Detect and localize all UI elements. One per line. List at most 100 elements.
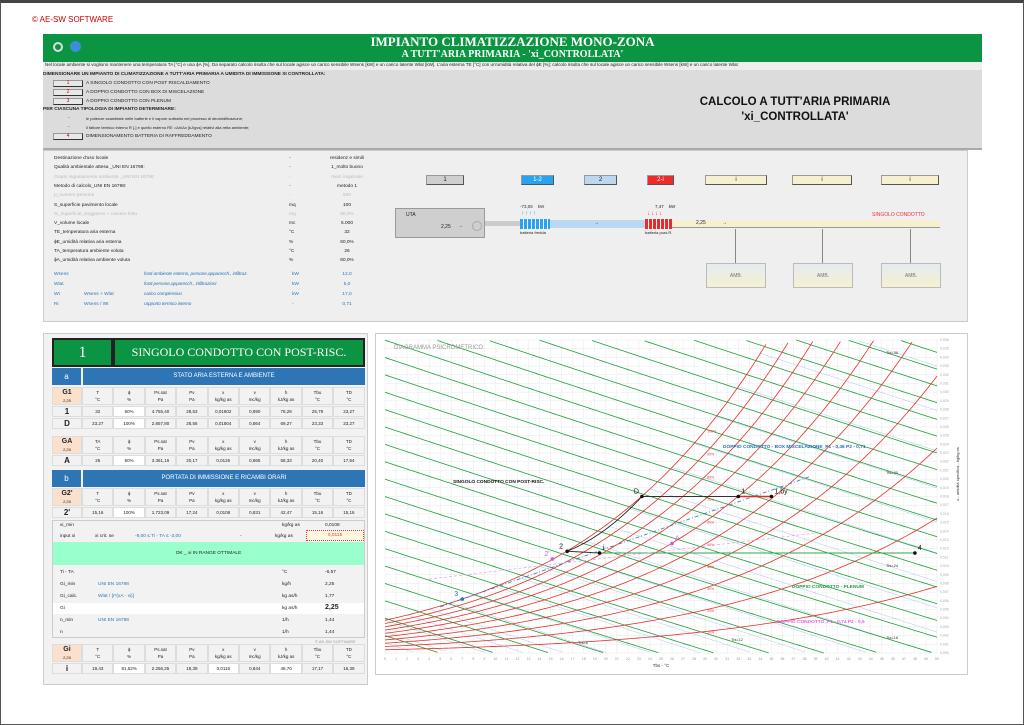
y-tick-label: 0,036 [940,338,949,342]
state-1-button[interactable]: 1 [426,175,464,185]
option-1-button[interactable]: 1 [53,80,83,87]
state-value: 0,831 [239,507,271,518]
tbu-label: Tbu-24 [886,564,898,568]
enthalpy-line [848,339,938,370]
y-tick-label: 0,011 [940,555,949,559]
state-value: 0,0108 [207,507,239,518]
tbu-label: Tbu-6 [578,641,588,645]
row-value: 1,44 [325,618,335,623]
rh-label: 100% [707,429,716,433]
y-axis-label: x - umidità specifica - kg/kg as [955,447,960,501]
option-2-button[interactable]: 2 [53,89,83,96]
param-label: p_numero persone [54,193,95,199]
input-xi-range: -9,00 ≤ Ti - TA ≤ -3,00 [135,534,181,539]
row-label: Gi_min [60,582,76,587]
state-i-button[interactable]: i [705,175,767,185]
column-unit: °C [314,654,321,659]
y-tick-label: 0,035 [940,347,949,351]
param-unit: % [289,239,294,245]
state-label: D [52,418,82,429]
duct-connector [485,221,520,226]
state-value: 28,56 [176,418,208,429]
enthalpy-line [384,548,714,654]
state-1-2-button[interactable]: 1-2 [521,175,554,185]
param-value: med. inquinato [331,174,363,180]
cooling-power: -73,06 kW [520,204,544,209]
state-point [640,494,644,499]
load-unit: kW [292,282,299,287]
load-value[interactable]: 5,0 [343,282,351,287]
enthalpy-line [384,496,877,653]
y-tick-label: 0,029 [940,399,949,403]
column-header: v [239,387,271,405]
arrow-icon: → [594,220,599,226]
x-tick-label: 28 [692,657,696,661]
load-value[interactable]: 17,0 [342,292,352,297]
state-value: 0,0115 [207,663,239,674]
state-value: 69,27 [270,418,302,429]
param-value: 80,0% [340,211,354,217]
state-2-i-button[interactable]: 2-i [647,175,674,185]
param-value: residenz e simili [329,156,365,161]
column-unit: % [127,654,132,659]
wet-bulb-line [517,576,750,653]
rh-curve [384,585,938,651]
row-unit: kg as/h [282,606,298,611]
y-tick-label: 0,024 [940,442,949,446]
cooling-coil[interactable] [520,219,550,229]
branch-line [910,229,911,264]
load-value[interactable]: 12,0 [342,272,352,277]
duct-cold: → [550,220,645,228]
param-unit: % [289,258,294,264]
flow-value: 2,25 [63,398,71,403]
state-2-button[interactable]: 2 [584,175,617,185]
state-value: 100% [113,418,145,429]
load-unit: - [292,302,294,307]
param-value: 5.000 [340,221,353,227]
chart-annotation: DOPPIO CONDOTTO - PLENUM [792,584,864,590]
load-note: carico complessivo [144,292,182,297]
state-value: 60% [113,455,145,466]
duct-type-label: SINGOLO CONDOTTO [872,212,925,218]
column-header: Ps.sat [144,488,177,506]
heating-coil[interactable] [645,219,672,229]
param-unit: - [289,165,291,171]
x-tick-label: 27 [681,657,685,661]
state-value: 20,17 [176,455,208,466]
state-i-button[interactable]: i [792,175,852,185]
input-xi-field[interactable]: 0,0115 [306,530,364,541]
column-unit: mc/kg [248,446,261,451]
rh-label: 30% [707,587,714,591]
unit: kW [537,204,545,209]
y-tick-label: 0,033 [940,364,949,368]
chart-svg: 0 1 2 3 4 5 6 7 8 9 10 11 12 13 14 15 16 17 18 19 20 21 22 23 24… [384,338,960,668]
option-3-button[interactable]: 3 [53,98,83,105]
param-label: S_superficie pavimento locale [54,202,118,208]
logo-icon [53,42,63,52]
flow-label: Gi [52,644,82,662]
column-unit: Pa [189,397,195,402]
state-value: 28,53 [176,406,208,417]
state-value: 20,40 [301,455,334,466]
tbu-label: Tbu-12 [731,638,743,642]
state-value: 0,890 [239,406,271,417]
state-value: 0,0126 [207,455,239,466]
state-i-button[interactable]: i [881,175,939,185]
wet-bulb-line [539,566,805,653]
x-tick-label: 13 [527,657,531,661]
y-tick-label: 0,019 [940,486,949,490]
rh-curve [384,340,874,634]
column-header: h [270,387,302,405]
param-value: metodo 1 [336,183,357,189]
param-value: 1_molto buono [331,165,363,171]
x-axis-label: Tbs - °C [653,663,670,668]
param-unit: - [289,193,291,199]
column-header: TD [333,644,365,662]
option-4-button[interactable]: 4 [53,133,83,140]
calc-title-line1: CALCOLO A TUTT'ARIA PRIMARIA [699,96,891,108]
state-value: 16,39 [333,663,365,674]
load-value[interactable]: 0,71 [342,302,352,307]
state-value: 23,27 [333,418,365,429]
wet-bulb-line [738,386,938,452]
column-header: x [207,644,239,662]
